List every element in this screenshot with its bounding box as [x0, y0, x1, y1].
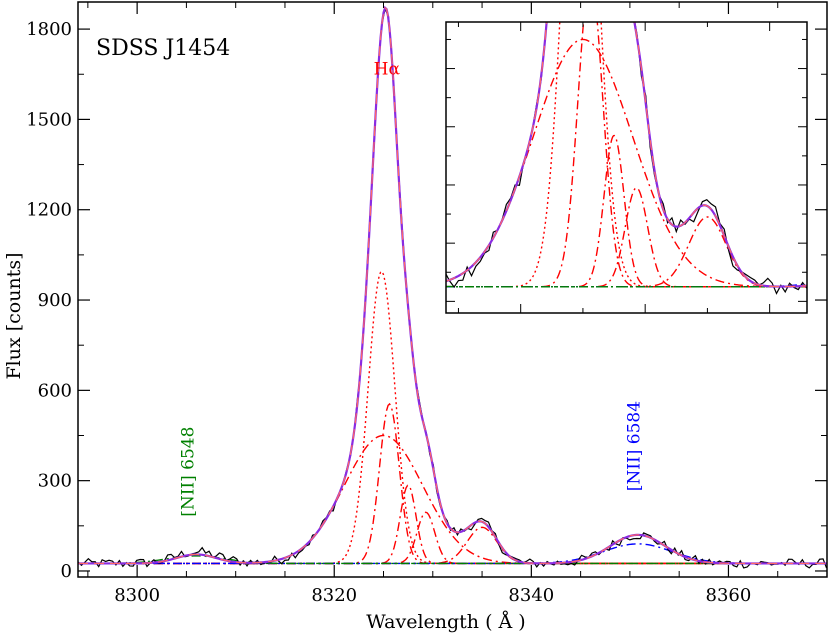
plot-frame — [445, 21, 808, 314]
y-tick-label: 1800 — [26, 19, 72, 40]
x-tick-label: 8340 — [508, 585, 554, 606]
plot-background — [446, 22, 807, 313]
x-tick-label: 8300 — [114, 585, 160, 606]
annotation-label-1: [NII] 6548 — [178, 427, 198, 517]
y-tick-label: 1200 — [26, 200, 72, 221]
y-tick-label: 900 — [38, 290, 72, 311]
annotation-label-2: [NII] 6584 — [625, 401, 645, 491]
y-tick-label: 300 — [38, 471, 72, 492]
total-fit-dashed — [446, 22, 807, 288]
y-tick-label: 600 — [38, 380, 72, 401]
x-tick-label: 8320 — [311, 585, 357, 606]
y-tick-label: 1500 — [26, 109, 72, 130]
x-axis-label: Wavelength ( Å ) — [366, 611, 525, 633]
observed-spectrum — [446, 22, 807, 295]
component-green-dashdot-9 — [78, 555, 827, 565]
x-tick-label: 8360 — [706, 585, 752, 606]
inset-plot — [445, 21, 808, 314]
y-axis-label: Flux [counts] — [3, 252, 25, 379]
y-tick-label: 0 — [61, 561, 72, 582]
chart-title: SDSS J1454 — [96, 36, 230, 61]
total-fit-dashed — [78, 6, 827, 565]
plot-frame — [77, 1, 828, 578]
annotation-label-0: Hα — [374, 59, 401, 79]
